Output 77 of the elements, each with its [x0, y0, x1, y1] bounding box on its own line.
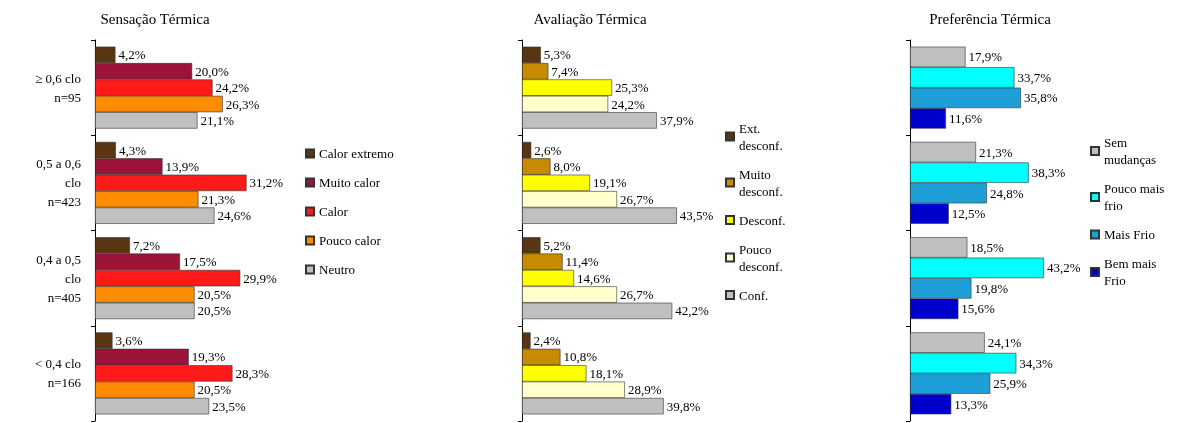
data-label: 39,8%: [666, 398, 701, 414]
data-label: 18,1%: [589, 365, 624, 381]
chart-title: Avaliação Térmica: [533, 10, 647, 27]
data-label: 15,6%: [961, 301, 996, 317]
data-label: 24,8%: [989, 185, 1024, 201]
data-label: 19,8%: [974, 280, 1009, 296]
data-label: 34,3%: [1019, 355, 1054, 371]
legend-label: Conf.: [739, 287, 769, 303]
y-tick-label: < 0,4 clo n=166: [35, 356, 82, 391]
legend-label: Neutro: [319, 262, 356, 277]
legend-label: Sem mudanças: [1104, 135, 1156, 167]
data-label: 24,6%: [217, 208, 252, 224]
data-label: 2,4%: [533, 333, 561, 349]
data-label: 42,2%: [675, 303, 709, 319]
data-label: 43,2%: [1046, 260, 1081, 276]
data-label: 11,4%: [565, 254, 599, 270]
data-label: 19,3%: [191, 349, 226, 365]
data-label: 20,5%: [197, 303, 232, 319]
y-tick-label: 0,5 a 0,6 clo n=423: [36, 156, 82, 210]
chart-title: Preferência Térmica: [929, 10, 1052, 27]
data-label: 21,3%: [201, 191, 236, 207]
data-label: 2,6%: [534, 142, 562, 158]
legend-label: Pouco calor: [319, 233, 382, 248]
data-label: 12,5%: [951, 206, 986, 222]
data-label: 3,6%: [115, 333, 143, 349]
data-label: 14,6%: [576, 270, 611, 286]
data-label: 4,2%: [118, 47, 146, 63]
legend-label: Muito calor: [319, 175, 381, 190]
data-label: 10,8%: [563, 349, 598, 365]
data-label: 43,5%: [679, 208, 714, 224]
legend-label: Ext. desconf.: [739, 120, 783, 153]
legend-label: Muito desconf.: [739, 166, 783, 199]
chart-title: Sensação Térmica: [100, 10, 210, 27]
y-tick-label: ≥ 0,6 clo n=95: [35, 70, 81, 105]
data-label: 8,0%: [553, 158, 581, 174]
data-label: 31,2%: [249, 175, 284, 191]
data-label: 18,5%: [970, 239, 1005, 255]
data-label: 29,9%: [243, 270, 277, 286]
data-label: 24,2%: [611, 96, 645, 112]
data-label: 25,3%: [615, 80, 649, 96]
legend-label: Calor: [319, 204, 349, 219]
data-label: 23,5%: [212, 398, 246, 414]
legend-label: Calor extremo: [319, 146, 394, 161]
data-label: 17,5%: [183, 254, 217, 270]
y-tick-label: 0,4 a 0,5 clo n=405: [36, 251, 81, 305]
data-label: 5,3%: [543, 47, 572, 63]
data-label: 26,7%: [620, 191, 654, 207]
data-label: 11,6%: [948, 110, 983, 126]
data-label: 19,1%: [593, 175, 627, 191]
data-label: 35,8%: [1023, 90, 1058, 106]
data-label: 13,3%: [954, 396, 988, 412]
legend-label: Desconf.: [739, 212, 786, 228]
data-label: 7,4%: [551, 63, 579, 79]
data-label: 5,2%: [543, 237, 571, 253]
data-label: 13,9%: [165, 158, 200, 174]
data-label: 28,9%: [627, 382, 662, 398]
data-label: 28,3%: [235, 365, 270, 381]
data-label: 21,1%: [200, 112, 235, 128]
legend-label: Pouco mais frio: [1104, 181, 1168, 213]
data-label: 24,1%: [987, 335, 1022, 351]
data-label: 20,0%: [195, 63, 229, 79]
data-label: 7,2%: [132, 237, 161, 253]
data-label: 33,7%: [1017, 69, 1052, 85]
legend-label: Pouco desconf.: [739, 241, 783, 274]
data-label: 20,5%: [197, 382, 232, 398]
data-label: 21,3%: [979, 144, 1013, 160]
data-label: 37,9%: [659, 112, 694, 128]
data-label: 26,3%: [225, 96, 260, 112]
data-label: 4,3%: [118, 142, 147, 158]
data-label: 20,5%: [197, 287, 232, 303]
data-label: 26,7%: [620, 287, 654, 303]
data-label: 25,9%: [993, 376, 1028, 392]
data-label: 24,2%: [215, 80, 250, 96]
legend-label: Bem mais Frio: [1104, 256, 1160, 288]
data-label: 17,9%: [968, 49, 1003, 65]
data-label: 38,3%: [1031, 165, 1066, 181]
legend-label: Mais Frio: [1104, 227, 1155, 242]
